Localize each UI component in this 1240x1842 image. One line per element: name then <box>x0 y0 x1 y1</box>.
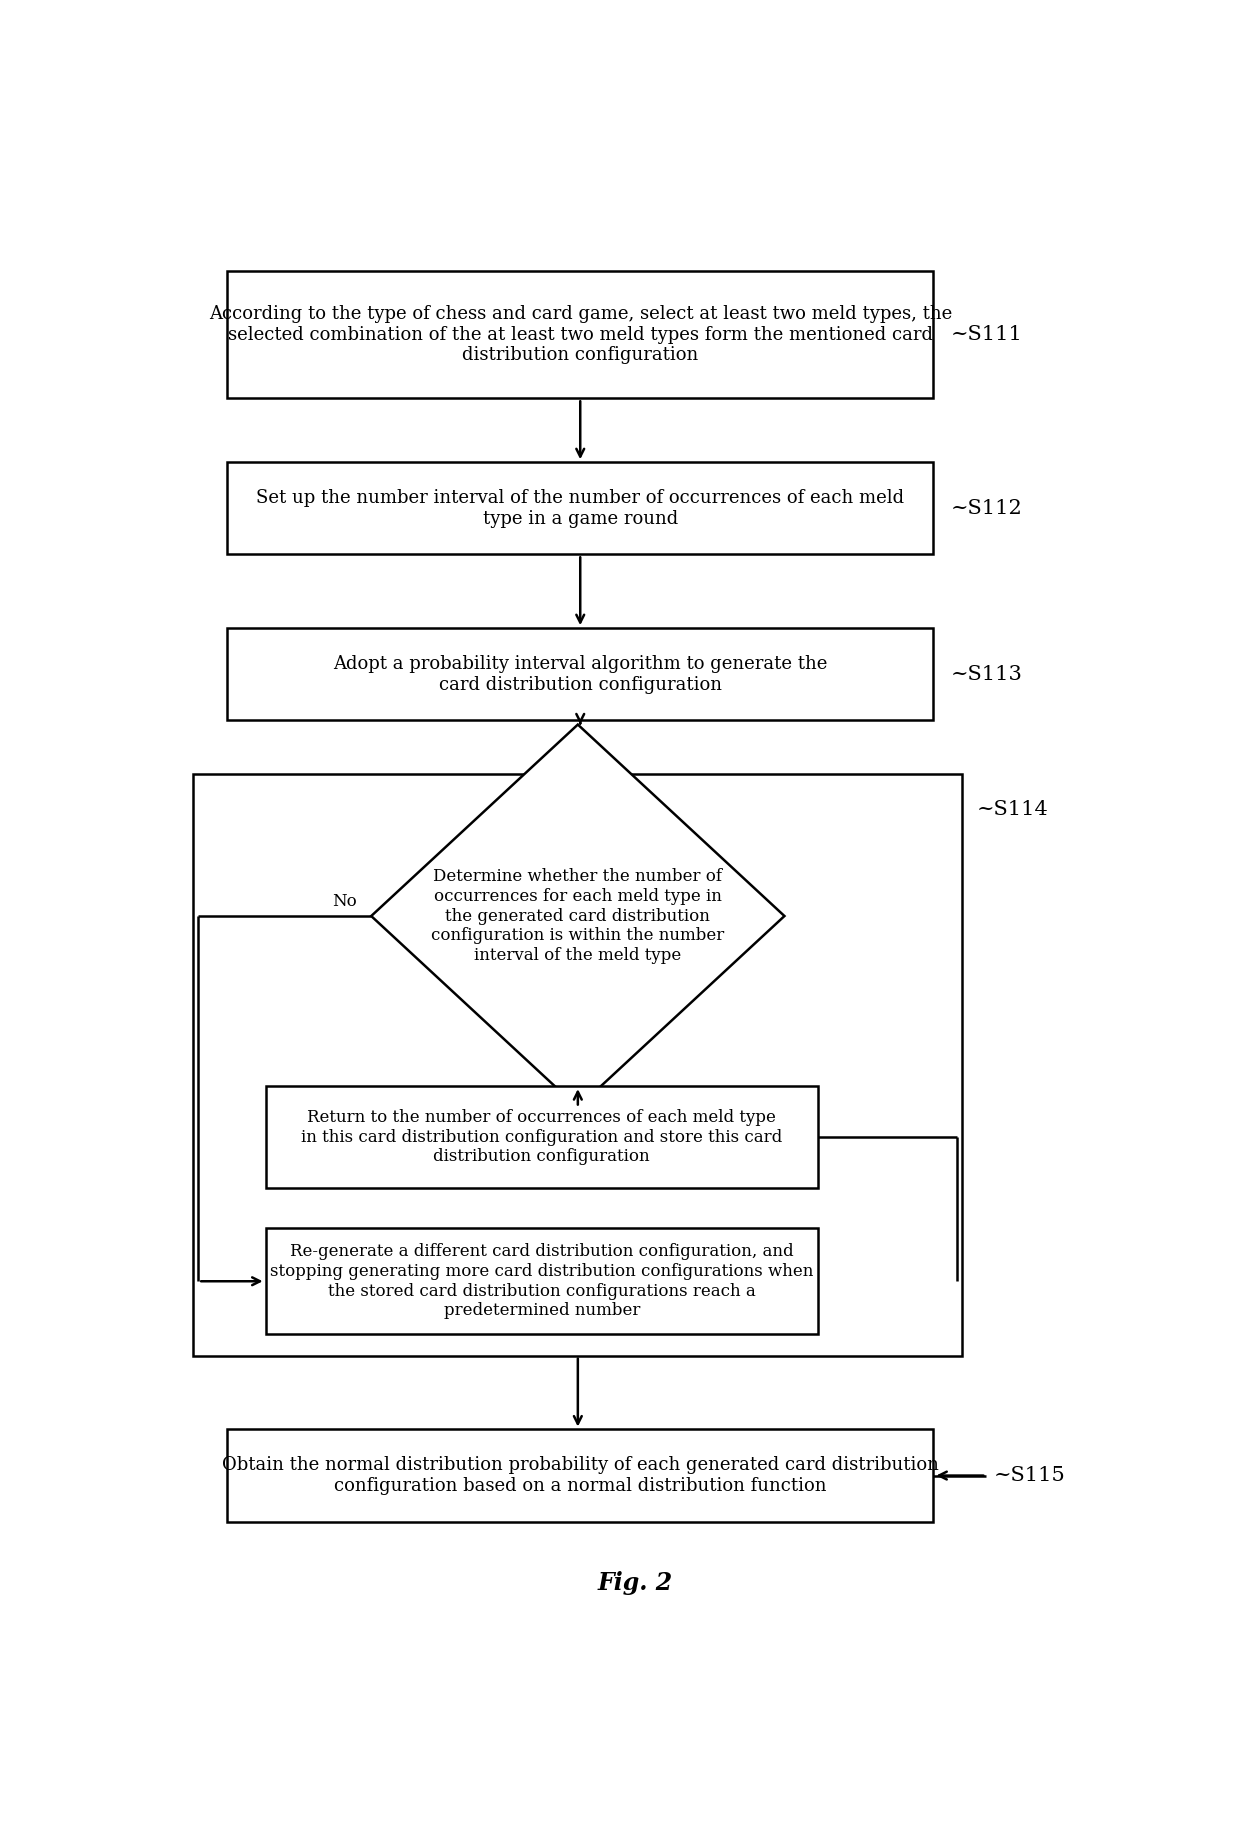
Text: ~S113: ~S113 <box>951 665 1023 683</box>
Text: According to the type of chess and card game, select at least two meld types, th: According to the type of chess and card … <box>208 304 952 365</box>
Text: ~S115: ~S115 <box>994 1466 1065 1485</box>
Text: Return to the number of occurrences of each meld type
in this card distribution : Return to the number of occurrences of e… <box>301 1109 782 1166</box>
Text: Obtain the normal distribution probability of each generated card distribution
c: Obtain the normal distribution probabili… <box>222 1457 939 1496</box>
Text: Re-generate a different card distribution configuration, and
stopping generating: Re-generate a different card distributio… <box>270 1243 813 1319</box>
Text: ~S112: ~S112 <box>951 499 1023 518</box>
Bar <box>193 774 962 1356</box>
Text: Yes: Yes <box>585 1118 614 1137</box>
Text: No: No <box>332 893 357 910</box>
Bar <box>227 1429 934 1521</box>
Bar <box>265 1229 818 1334</box>
Text: Set up the number interval of the number of occurrences of each meld
type in a g: Set up the number interval of the number… <box>257 488 904 527</box>
Bar <box>227 271 934 398</box>
Text: Determine whether the number of
occurrences for each meld type in
the generated : Determine whether the number of occurren… <box>432 868 724 963</box>
Text: ~S114: ~S114 <box>977 799 1048 820</box>
Bar <box>227 628 934 720</box>
Bar <box>265 1087 818 1188</box>
Text: ~S111: ~S111 <box>951 324 1023 344</box>
Text: Adopt a probability interval algorithm to generate the
card distribution configu: Adopt a probability interval algorithm t… <box>334 654 827 694</box>
Polygon shape <box>371 724 785 1107</box>
Text: Fig. 2: Fig. 2 <box>598 1571 673 1595</box>
Bar <box>227 462 934 554</box>
